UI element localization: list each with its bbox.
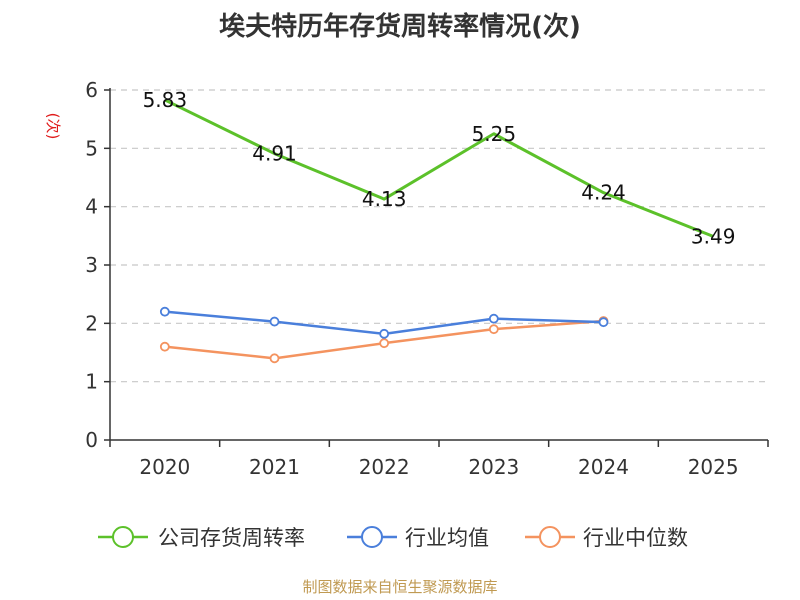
data-label: 5.83 (143, 88, 188, 112)
data-label: 4.24 (581, 181, 626, 205)
data-point (379, 328, 390, 339)
source-note: 制图数据来自恒生聚源数据库 (302, 578, 498, 596)
x-tick-label: 2021 (249, 455, 300, 479)
data-point (269, 316, 280, 327)
data-label: 5.25 (472, 122, 517, 146)
data-point (598, 317, 609, 328)
data-label: 4.91 (252, 142, 297, 166)
data-point (159, 306, 170, 317)
legend-item: 公司存货周转率 (98, 526, 305, 550)
y-tick-label: 0 (85, 428, 98, 452)
legend: 公司存货周转率 行业均值 行业中位数 (98, 526, 688, 550)
legend-label: 行业中位数 (583, 526, 688, 550)
data-label: 3.49 (691, 224, 736, 248)
y-tick-label: 3 (85, 253, 98, 277)
legend-item: 行业中位数 (525, 526, 688, 550)
x-tick-labels: 2020 2021 2022 2023 2024 2025 (139, 455, 738, 479)
y-tick-label: 6 (85, 78, 98, 102)
y-tick-label: 1 (85, 370, 98, 394)
y-tick-labels: 0 1 2 3 4 5 6 (85, 78, 98, 452)
data-point (488, 313, 499, 324)
chart-title: 埃夫特历年存货周转率情况(次) (219, 12, 581, 42)
legend-marker (112, 526, 134, 548)
x-tick-label: 2025 (688, 455, 739, 479)
x-tick-label: 2024 (578, 455, 629, 479)
data-point (269, 353, 280, 364)
data-label: 4.13 (362, 187, 407, 211)
legend-label: 公司存货周转率 (158, 526, 305, 550)
x-tick-label: 2020 (139, 455, 190, 479)
legend-label: 行业均值 (405, 526, 489, 550)
grid-lines (110, 89, 768, 383)
y-tick-label: 4 (85, 195, 98, 219)
data-point (379, 338, 390, 349)
data-point (488, 324, 499, 335)
legend-marker (361, 526, 383, 548)
y-axis-label: (次) (44, 113, 62, 140)
axes (104, 88, 769, 447)
series-lines: 5.83 4.91 4.13 5.25 4.24 3.49 (143, 88, 736, 364)
data-point (159, 341, 170, 352)
legend-item: 行业均值 (347, 526, 489, 550)
y-tick-label: 5 (85, 136, 98, 160)
y-tick-label: 2 (85, 311, 98, 335)
series-line-0 (164, 98, 714, 238)
legend-marker (539, 526, 561, 548)
x-tick-label: 2022 (359, 455, 410, 479)
x-tick-label: 2023 (468, 455, 519, 479)
